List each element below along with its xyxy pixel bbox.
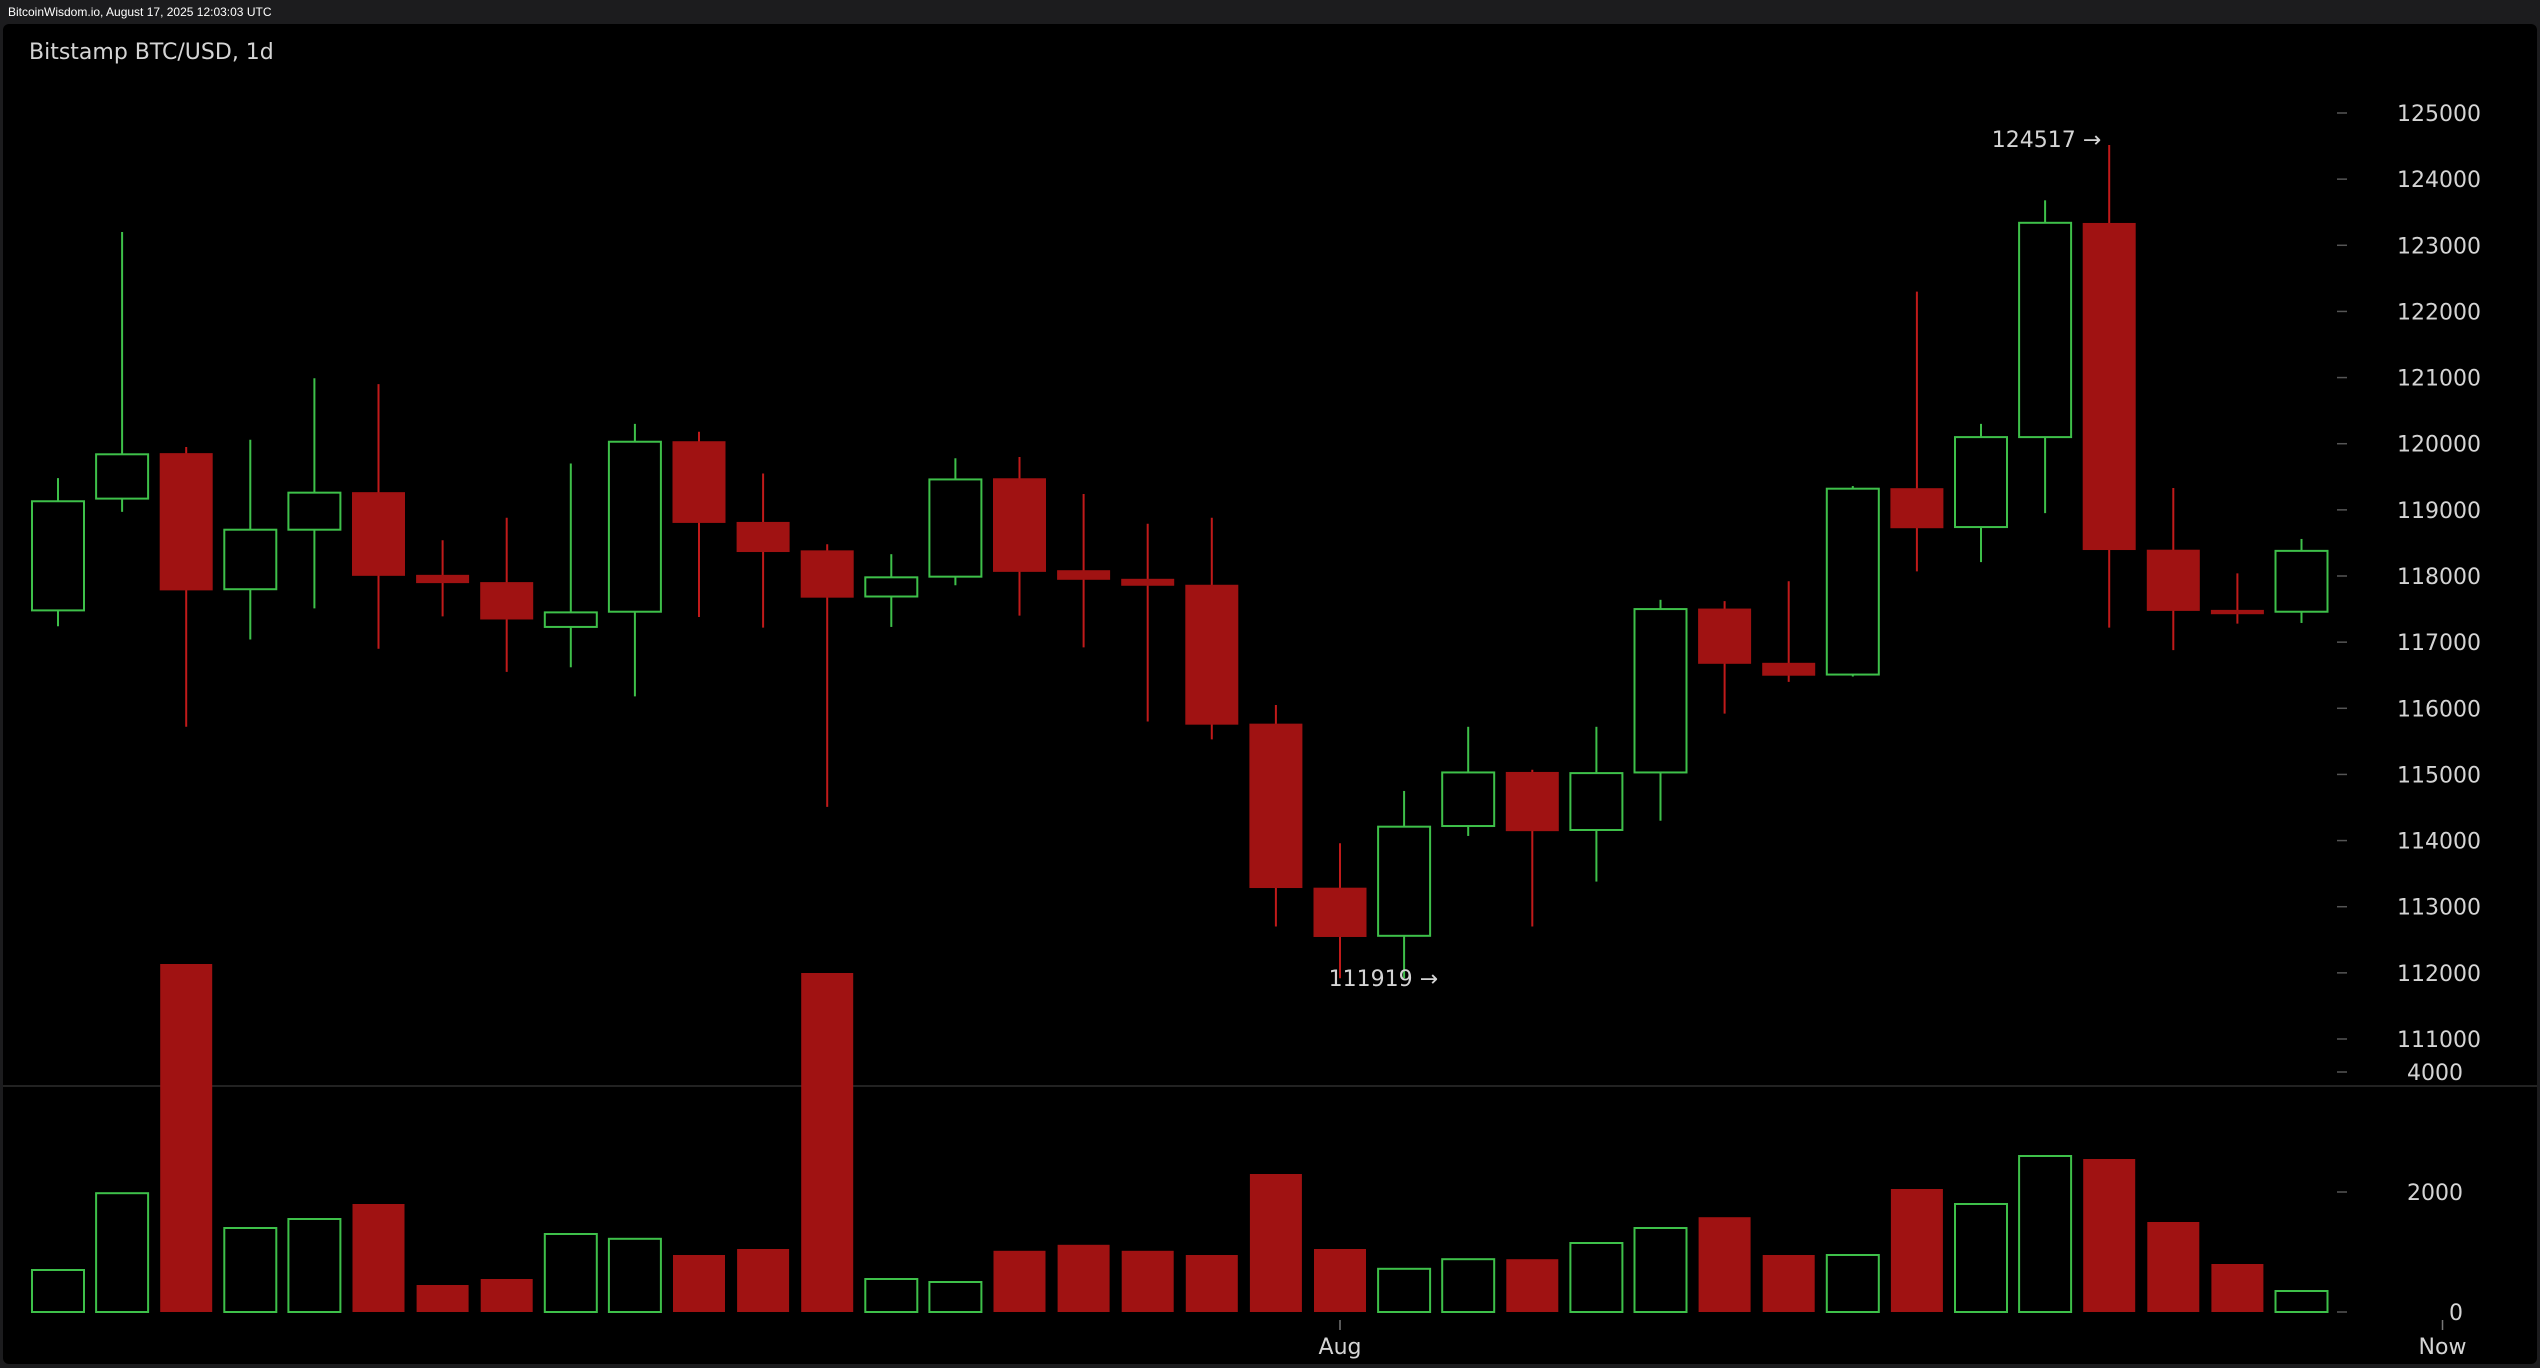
candle-body-up xyxy=(1441,771,1496,828)
price-tick-label: 120000 xyxy=(2397,433,2481,458)
candle-body-up xyxy=(2018,221,2073,439)
volume-bar-down xyxy=(1698,1217,1751,1312)
top-bar: BitcoinWisdom.io, August 17, 2025 12:03:… xyxy=(0,0,2540,24)
volume-bar-down xyxy=(2147,1222,2200,1312)
candle-body-down xyxy=(800,550,854,598)
candle-body-down xyxy=(159,453,213,591)
candle-body-down xyxy=(416,574,470,584)
source-timestamp: BitcoinWisdom.io, August 17, 2025 12:03:… xyxy=(8,5,272,19)
volume-bar-down xyxy=(352,1204,405,1312)
candle-body-down xyxy=(352,492,405,576)
volume-bar-up xyxy=(1825,1254,1880,1313)
price-tick-label: 119000 xyxy=(2397,499,2481,524)
volume-bar-down xyxy=(1121,1250,1174,1312)
chart-title: Bitstamp BTC/USD, 1d xyxy=(29,40,274,65)
price-tick-label: 123000 xyxy=(2397,234,2481,259)
price-tick-label: 112000 xyxy=(2397,962,2481,987)
candle-body-down xyxy=(2146,549,2200,611)
high-price-annotation: 124517 → xyxy=(1992,128,2101,153)
price-tick-label: 124000 xyxy=(2397,168,2481,193)
low-price-annotation: 111919 → xyxy=(1329,967,1438,992)
candle-body-up xyxy=(1954,436,2008,529)
price-tick-label: 125000 xyxy=(2397,102,2481,127)
volume-bar-down xyxy=(801,973,854,1312)
candle-body-down xyxy=(1185,584,1239,725)
x-tick-label: Aug xyxy=(1319,1335,1362,1360)
volume-bar-down xyxy=(416,1285,469,1312)
candlestick-chart: Bitstamp BTC/USD, 1d 111000 112000 113000 1… xyxy=(3,40,2537,1360)
candle-body-up xyxy=(223,528,278,591)
volume-bar-down xyxy=(1185,1255,1238,1312)
price-tick-label: 122000 xyxy=(2397,300,2481,325)
candle-body-down xyxy=(1121,578,1175,586)
volume-bar-up xyxy=(928,1281,983,1313)
volume-bar-down xyxy=(160,964,213,1312)
candle-body-up xyxy=(287,491,342,531)
candle-body-down xyxy=(672,441,726,523)
chart-frame: Bitstamp BTC/USD, 1d 111000 112000 113000 1… xyxy=(3,24,2537,1364)
candle-body-up xyxy=(1633,608,1688,774)
volume-bar-up xyxy=(287,1218,342,1313)
volume-bar-up xyxy=(95,1192,150,1313)
candle-body-up xyxy=(2274,549,2329,613)
candle-body-up xyxy=(928,478,983,578)
candle-body-up xyxy=(1377,825,1432,937)
volume-bar-down xyxy=(1057,1244,1110,1312)
price-tick-label: 113000 xyxy=(2397,896,2481,921)
candle-body-down xyxy=(2210,609,2264,615)
candle-body-down xyxy=(1505,771,1559,832)
volume-bar-down xyxy=(993,1250,1046,1312)
volume-bar-up xyxy=(1954,1203,2008,1313)
volume-bar-down xyxy=(737,1249,790,1312)
candle-body-down xyxy=(993,478,1046,572)
volume-tick-label: 0 xyxy=(2449,1301,2463,1326)
price-tick-label: 115000 xyxy=(2397,763,2481,788)
volume-bar-up xyxy=(1377,1267,1432,1314)
volume-tick-label: 2000 xyxy=(2407,1181,2463,1206)
candle-body-up xyxy=(543,611,598,628)
volume-bar-down xyxy=(1762,1255,1815,1312)
price-tick-label: 118000 xyxy=(2397,565,2481,590)
volume-bar-up xyxy=(543,1233,598,1313)
price-tick-label: 117000 xyxy=(2397,631,2481,656)
volume-tick-label: 4000 xyxy=(2407,1061,2463,1086)
candle-body-up xyxy=(1569,772,1624,831)
price-tick-label: 111000 xyxy=(2397,1028,2481,1053)
candle-body-up xyxy=(95,453,150,500)
price-tick-label: 121000 xyxy=(2397,367,2481,392)
volume-bar-up xyxy=(1633,1227,1688,1313)
candle-body-down xyxy=(1762,662,1816,676)
volume-bar-down xyxy=(2083,1159,2136,1312)
volume-bar-down xyxy=(1249,1174,1302,1312)
candle-body-up xyxy=(864,576,919,598)
candle-body-up xyxy=(607,440,662,613)
volume-bar-up xyxy=(223,1227,278,1313)
volume-bar-up xyxy=(2018,1155,2073,1313)
volume-bar-down xyxy=(1314,1249,1366,1312)
volume-bar-up xyxy=(31,1269,85,1313)
volume-bar-up xyxy=(2274,1290,2329,1313)
volume-bar-down xyxy=(673,1255,725,1312)
volume-bar-up xyxy=(864,1278,919,1313)
volume-bar-up xyxy=(1441,1258,1496,1313)
candle-body-up xyxy=(31,500,85,612)
volume-bar-up xyxy=(1569,1242,1624,1313)
candle-body-up xyxy=(1825,487,1880,676)
candle-body-down xyxy=(2082,222,2136,551)
price-tick-label: 116000 xyxy=(2397,697,2481,722)
x-tick-label: Now xyxy=(2419,1335,2467,1360)
candle-body-down xyxy=(1698,608,1752,664)
volume-bar-down xyxy=(480,1279,533,1312)
candle-body-down xyxy=(1057,570,1111,580)
volume-bar-up xyxy=(607,1237,662,1314)
candle-body-down xyxy=(736,521,790,553)
volume-bar-down xyxy=(1890,1189,1943,1312)
candle-body-down xyxy=(1249,723,1303,889)
candle-body-down xyxy=(1890,488,1944,529)
price-tick-label: 114000 xyxy=(2397,830,2481,855)
candle-body-down xyxy=(1313,887,1367,937)
volume-bar-down xyxy=(1506,1259,1559,1312)
candle-body-down xyxy=(480,582,534,620)
volume-bar-down xyxy=(2211,1264,2264,1312)
